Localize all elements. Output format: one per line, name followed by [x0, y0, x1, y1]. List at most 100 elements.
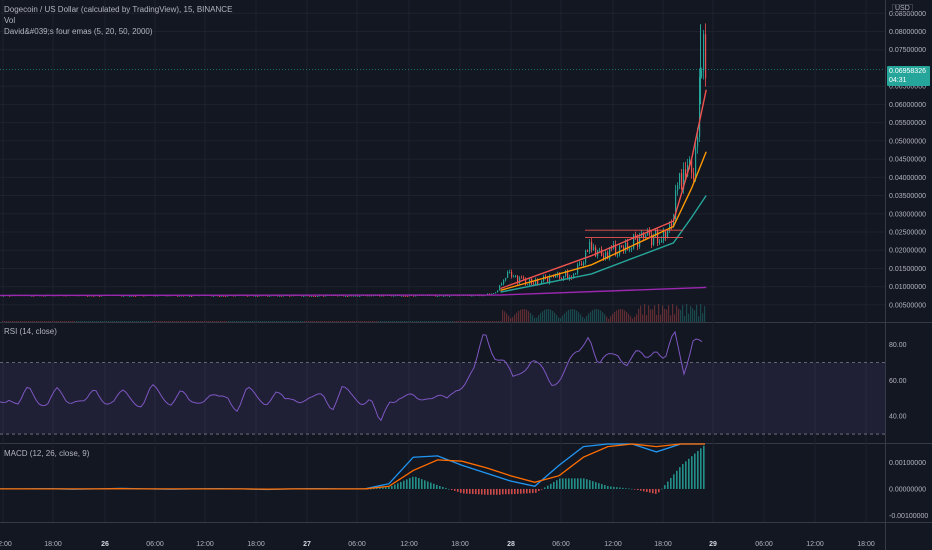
volume-bar — [134, 321, 136, 322]
volume-bar — [666, 309, 668, 322]
volume-bar — [48, 321, 50, 322]
macd-histogram-bar — [565, 478, 567, 489]
volume-bar — [108, 321, 110, 322]
volume-bar — [172, 321, 174, 322]
candle-body — [315, 296, 317, 297]
candle-body — [567, 271, 569, 280]
candle-body — [33, 295, 35, 297]
macd-histogram-bar — [697, 450, 699, 489]
volume-bar — [212, 321, 214, 322]
bar-countdown: 04:31 — [889, 77, 907, 84]
price-tick-label: 0.01000000 — [889, 284, 926, 291]
ema-line-ema2000 — [0, 286, 707, 297]
candle-body — [481, 295, 483, 297]
volume-bar — [340, 321, 342, 322]
volume-bar — [614, 311, 616, 322]
volume-bar — [202, 321, 204, 322]
rsi-tick-label: 80.00 — [889, 342, 907, 349]
volume-bar — [198, 321, 200, 322]
volume-bar — [702, 313, 704, 322]
macd-histogram-bar — [373, 488, 375, 490]
macd-histogram-bar — [646, 488, 648, 492]
volume-bar — [612, 313, 614, 322]
volume-bar — [116, 321, 118, 322]
volume-bar — [394, 321, 396, 322]
candle-body — [547, 277, 549, 284]
macd-histogram-bar — [445, 487, 447, 489]
price-tick-label: 0.07500000 — [889, 47, 926, 54]
volume-bar — [274, 321, 276, 322]
candle-body — [517, 275, 519, 284]
volume-bar — [364, 321, 366, 322]
macd-histogram-bar — [460, 488, 462, 493]
volume-bar — [278, 321, 280, 322]
ema-line-ema50 — [500, 195, 707, 293]
candle-body — [511, 272, 513, 277]
candle-body — [325, 295, 327, 297]
volume-bar — [70, 321, 72, 322]
last-price-tag: 0.06958326 04:31 — [887, 66, 930, 86]
volume-bar — [678, 308, 680, 322]
macd-histogram-bar — [571, 478, 573, 489]
volume-bar — [140, 321, 142, 322]
volume-bar — [122, 321, 124, 322]
volume-label[interactable]: Vol — [4, 16, 16, 25]
volume-bar — [346, 321, 348, 322]
currency-badge[interactable]: USD — [892, 4, 913, 13]
volume-bar — [494, 321, 496, 322]
macd-histogram-bar — [406, 479, 408, 489]
symbol-title[interactable]: Dogecoin / US Dollar (calculated by Trad… — [4, 5, 233, 14]
volume-bar — [296, 321, 298, 322]
time-tick-label: 12:00 — [0, 541, 12, 548]
volume-bar — [184, 321, 186, 322]
macd-histogram-bar — [664, 485, 666, 489]
macd-histogram-bar — [577, 478, 579, 489]
candle-body — [651, 234, 653, 245]
macd-histogram-bar — [427, 481, 429, 489]
volume-bar — [406, 321, 408, 322]
volume-bar — [508, 315, 510, 322]
volume-bar — [478, 321, 480, 322]
candle-body — [643, 232, 645, 238]
volume-bar — [248, 321, 250, 322]
volume-bar — [622, 309, 624, 322]
volume-bar — [284, 321, 286, 322]
macd-histogram-bar — [694, 453, 696, 489]
rsi-label[interactable]: RSI (14, close) — [4, 327, 57, 336]
ema-indicator-label[interactable]: David&#039;s four emas (5, 20, 50, 2000) — [4, 27, 153, 36]
volume-bar — [160, 321, 162, 322]
candle-body — [437, 296, 439, 297]
volume-bar — [536, 317, 538, 322]
rsi-line — [0, 330, 703, 422]
candle-body — [519, 277, 521, 284]
volume-bar — [530, 313, 532, 322]
volume-bar — [528, 311, 530, 322]
macd-histogram-bar — [619, 487, 621, 489]
volume-bar — [462, 321, 464, 322]
volume-bar — [594, 309, 596, 322]
time-tick-label: 12:00 — [400, 541, 418, 548]
macd-label[interactable]: MACD (12, 26, close, 9) — [4, 449, 90, 458]
candle-body — [135, 295, 137, 297]
volume-bar — [446, 321, 448, 322]
macd-histogram-bar — [628, 488, 630, 490]
volume-bar — [210, 321, 212, 322]
macd-histogram-bar — [412, 476, 414, 489]
volume-bar — [258, 321, 260, 322]
macd-histogram-bar — [688, 458, 690, 489]
candle-body — [679, 173, 681, 186]
volume-bar — [264, 321, 266, 322]
candle-body — [501, 283, 503, 286]
volume-bar — [142, 321, 144, 322]
volume-bar — [106, 321, 108, 322]
volume-bar — [224, 321, 226, 322]
volume-bar — [192, 321, 194, 322]
candle-body — [657, 229, 659, 243]
macd-histogram-bar — [595, 482, 597, 489]
volume-bar — [686, 304, 688, 322]
volume-bar — [86, 321, 88, 322]
time-tick-label: 18:00 — [247, 541, 265, 548]
volume-bar — [366, 321, 368, 322]
volume-bar — [166, 321, 168, 322]
